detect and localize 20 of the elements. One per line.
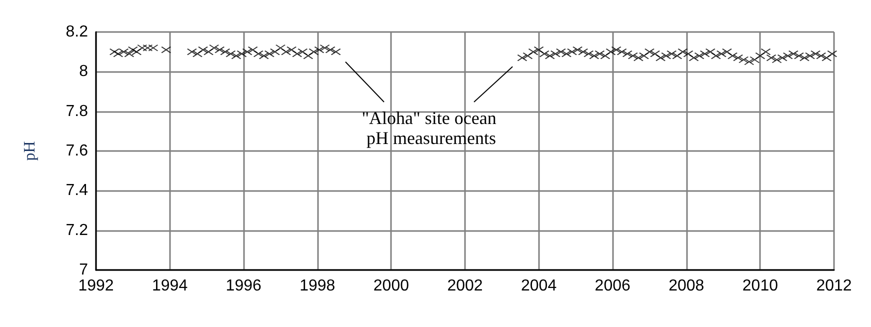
y-tick-label: 7.4 bbox=[66, 182, 88, 200]
y-tick-label: 7.8 bbox=[66, 102, 88, 120]
x-tick-label: 1996 bbox=[226, 278, 262, 294]
annotation: "Aloha" site ocean pH measurements bbox=[362, 108, 496, 148]
y-tick-label: 8.2 bbox=[66, 24, 88, 40]
x-tick-label: 2008 bbox=[668, 278, 704, 294]
x-tick-label: 1992 bbox=[78, 278, 114, 294]
x-tick-label: 2000 bbox=[373, 278, 410, 294]
y-tick-label: 7.2 bbox=[66, 222, 88, 239]
x-tick-label: 2010 bbox=[742, 278, 778, 294]
x-tick-label: 2006 bbox=[594, 278, 630, 294]
y-tick-label: 7.6 bbox=[66, 142, 88, 160]
y-tick-label: 8 bbox=[79, 63, 88, 80]
x-tick-label: 2002 bbox=[447, 278, 483, 294]
x-tick-label: 1998 bbox=[300, 278, 336, 294]
x-tick-label: 2012 bbox=[816, 278, 852, 294]
y-axis-title: pH bbox=[22, 140, 38, 161]
x-tick-label: 2004 bbox=[521, 278, 557, 294]
x-tick-label: 1994 bbox=[152, 278, 188, 294]
y-tick-label: 7 bbox=[79, 262, 88, 278]
